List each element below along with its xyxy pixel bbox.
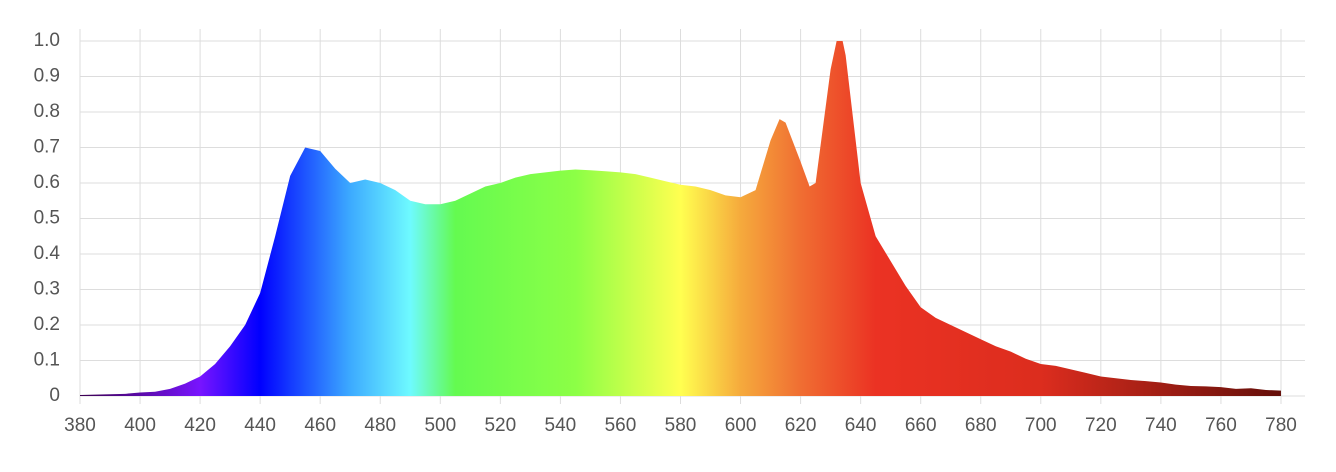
x-tick-label: 520 (484, 415, 516, 436)
x-tick-label: 460 (304, 415, 336, 436)
spectrum-area (80, 41, 1281, 396)
y-tick-label: 0.2 (34, 314, 60, 335)
x-tick-label: 580 (665, 415, 697, 436)
y-tick-label: 0.9 (34, 66, 60, 87)
x-tick-label: 560 (605, 415, 637, 436)
y-tick-label: 0.8 (34, 101, 60, 122)
x-tick-label: 420 (184, 415, 216, 436)
y-tick-label: 0.4 (34, 243, 61, 264)
y-tick-label: 0.5 (34, 208, 60, 229)
x-tick-label: 780 (1265, 415, 1297, 436)
y-tick-label: 0.7 (34, 137, 60, 158)
x-tick-label: 380 (64, 415, 96, 436)
y-tick-label: 0.1 (34, 350, 60, 371)
x-tick-label: 740 (1145, 415, 1177, 436)
x-tick-label: 400 (124, 415, 156, 436)
x-tick-label: 760 (1205, 415, 1237, 436)
x-tick-label: 700 (1025, 415, 1057, 436)
x-tick-label: 540 (545, 415, 577, 436)
x-tick-label: 500 (424, 415, 456, 436)
y-tick-label: 0.3 (34, 279, 60, 300)
x-tick-label: 440 (244, 415, 276, 436)
y-tick-label: 0.6 (34, 172, 60, 193)
x-tick-label: 680 (965, 415, 997, 436)
x-tick-label: 600 (725, 415, 757, 436)
y-tick-label: 1.0 (34, 30, 60, 51)
x-tick-label: 660 (905, 415, 937, 436)
y-tick-label: 0 (49, 385, 60, 406)
x-tick-label: 480 (364, 415, 396, 436)
x-tick-label: 640 (845, 415, 877, 436)
x-tick-label: 620 (785, 415, 817, 436)
x-tick-label: 720 (1085, 415, 1117, 436)
